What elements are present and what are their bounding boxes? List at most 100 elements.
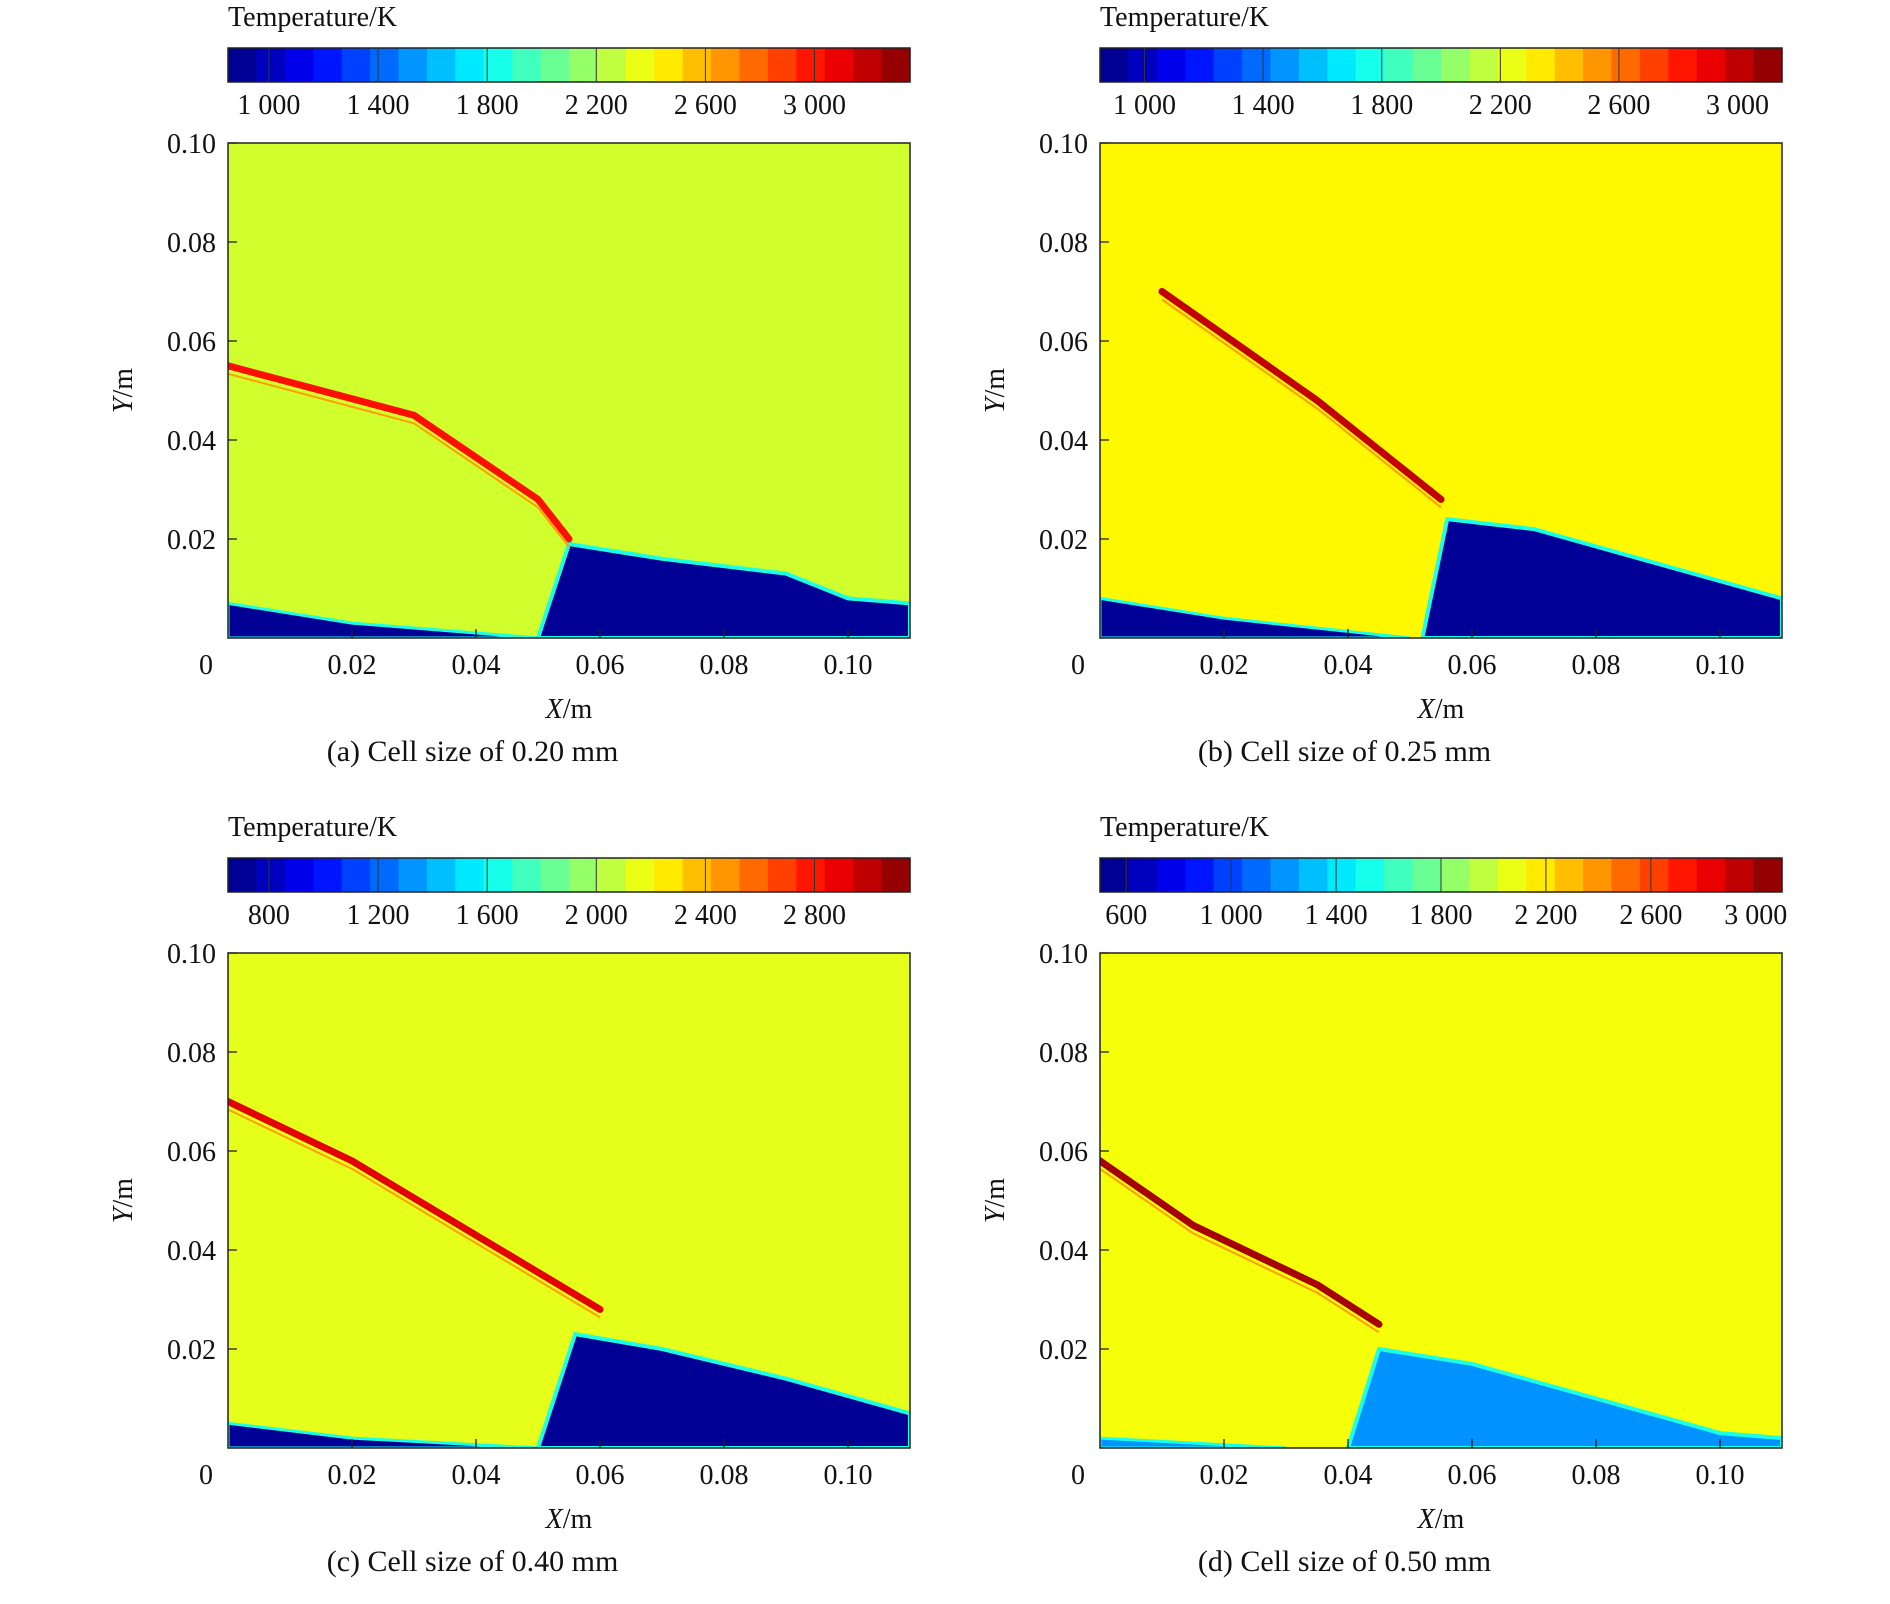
colorbar-frame (227, 857, 911, 893)
colorbar-segment (853, 858, 883, 892)
temperature-field (1100, 143, 1782, 638)
colorbar-segment (1696, 48, 1726, 82)
caption-d: (d) Cell size of 0.50 mm (1197, 1545, 1492, 1578)
y-tick-label: 0.02 (167, 1335, 216, 1366)
colorbar-segment (1469, 48, 1499, 82)
colorbar-tick-label: 1 000 (1200, 900, 1263, 931)
panel-b: Temperature/K 1 000 1 400 1 800 2 200 2 600 3 … (872, 0, 1817, 794)
colorbar-segment (483, 858, 513, 892)
y-axis-label: Y/m (980, 368, 1011, 413)
panel-a: Temperature/K 1 000 1 400 1 800 2 200 2 600 3 … (0, 0, 945, 794)
colorbar-segment (370, 48, 400, 82)
colorbar-segment (1639, 48, 1669, 82)
colorbar-title: Temperature/K (228, 2, 397, 33)
colorbar-segment (881, 858, 911, 892)
y-tick-label: 0.10 (167, 129, 216, 160)
colorbar-segment (881, 48, 911, 82)
colorbar-tick-label: 2 600 (1587, 90, 1650, 121)
reaction-front-fringe (1161, 298, 1442, 509)
colorbar-tick-label: 1 800 (1350, 90, 1413, 121)
colorbar-segment (1753, 858, 1783, 892)
temperature-field (1100, 953, 1782, 1448)
cold-layer (228, 1421, 539, 1448)
x-tick-label: 0.08 (700, 650, 749, 681)
x-tick-label: 0.06 (576, 650, 625, 681)
y-tick-label: 0.10 (1039, 129, 1088, 160)
reaction-front (1158, 288, 1445, 503)
colorbar-segment (313, 48, 343, 82)
colorbar-segment (1441, 48, 1471, 82)
colorbar-segment (1298, 858, 1328, 892)
colorbar-segment (824, 858, 854, 892)
colorbar-segment (1100, 858, 1130, 892)
plot-frame (1099, 952, 1783, 1449)
colorbar-segment (1270, 48, 1300, 82)
colorbar-segment (1668, 858, 1698, 892)
colorbar-segment (455, 858, 485, 892)
x-tick-label: 0.06 (1448, 1460, 1497, 1491)
colorbar-tick-label: 1 400 (1232, 90, 1295, 121)
colorbar-segment (1355, 48, 1385, 82)
x-axis-label: X/m (1417, 694, 1465, 725)
reaction-front-fringe (228, 372, 570, 548)
colorbar-tick-label: 2 400 (674, 900, 737, 931)
panel-c: Temperature/K 800 1 200 1 600 2 000 2 400 2 80… (0, 810, 945, 1604)
temperature-field (228, 953, 910, 1448)
y-tick-label: 0.08 (1039, 228, 1088, 259)
colorbar-tick-label: 1 400 (1305, 900, 1368, 931)
x-tick-label: 0 (199, 650, 213, 681)
colorbar-segment (767, 858, 797, 892)
cold-region (535, 541, 910, 638)
colorbar-segment (1213, 48, 1243, 82)
y-tick-label: 0.04 (167, 426, 216, 457)
colorbar-segment (1668, 48, 1698, 82)
colorbar-segment (569, 48, 599, 82)
reaction-front (228, 1098, 604, 1313)
caption-b: (b) Cell size of 0.25 mm (1197, 735, 1492, 768)
colorbar-segment (426, 858, 456, 892)
y-axis-label: Y/m (108, 1178, 139, 1223)
colorbar-segment (1526, 858, 1556, 892)
colorbar-segment (1441, 858, 1471, 892)
colorbar-title: Temperature/K (228, 812, 397, 843)
colorbar-segment (1327, 48, 1357, 82)
x-tick-label: 0 (1071, 1460, 1085, 1491)
y-tick-label: 0.08 (167, 228, 216, 259)
colorbar-segment (1412, 48, 1442, 82)
reaction-front (1100, 1157, 1383, 1328)
colorbar-segment (284, 858, 314, 892)
y-tick-label: 0.02 (1039, 525, 1088, 556)
colorbar-tick-label: 3 000 (1724, 900, 1787, 931)
colorbar-frame (227, 47, 911, 83)
x-tick-label: 0 (199, 1460, 213, 1491)
colorbar-frame (1099, 47, 1783, 83)
contour-plot-c: Temperature/K 800 1 200 1 600 2 000 2 400 2 80… (108, 812, 911, 1535)
caption-c: (c) Cell size of 0.40 mm (326, 1545, 619, 1578)
reaction-front-fringe (1100, 1168, 1380, 1334)
cold-layer (1100, 596, 1411, 638)
plot-frame (1099, 142, 1783, 639)
colorbar-segment (1696, 858, 1726, 892)
colorbar-segment (284, 48, 314, 82)
plot-frame (227, 142, 911, 639)
cold-layer (228, 601, 539, 638)
colorbar-segment (767, 48, 797, 82)
x-tick-label: 0.02 (1200, 1460, 1249, 1491)
colorbar-tick-label: 3 000 (783, 90, 846, 121)
colorbar-segment (426, 48, 456, 82)
y-tick-label: 0.06 (1039, 1137, 1088, 1168)
y-tick-label: 0.06 (167, 327, 216, 358)
x-tick-label: 0.06 (576, 1460, 625, 1491)
colorbar-segment (1554, 858, 1584, 892)
colorbar-segment (228, 48, 258, 82)
x-axis-label: X/m (545, 1504, 593, 1535)
colorbar-segment (1497, 48, 1527, 82)
x-tick-label: 0.04 (1324, 1460, 1373, 1491)
colorbar-tick-label: 600 (1105, 900, 1147, 931)
colorbar-tick-label: 2 800 (783, 900, 846, 931)
colorbar-segment (1384, 858, 1414, 892)
colorbar-segment (398, 48, 428, 82)
x-tick-label: 0.08 (1572, 1460, 1621, 1491)
y-tick-label: 0.04 (167, 1236, 216, 1267)
colorbar-segment (370, 858, 400, 892)
